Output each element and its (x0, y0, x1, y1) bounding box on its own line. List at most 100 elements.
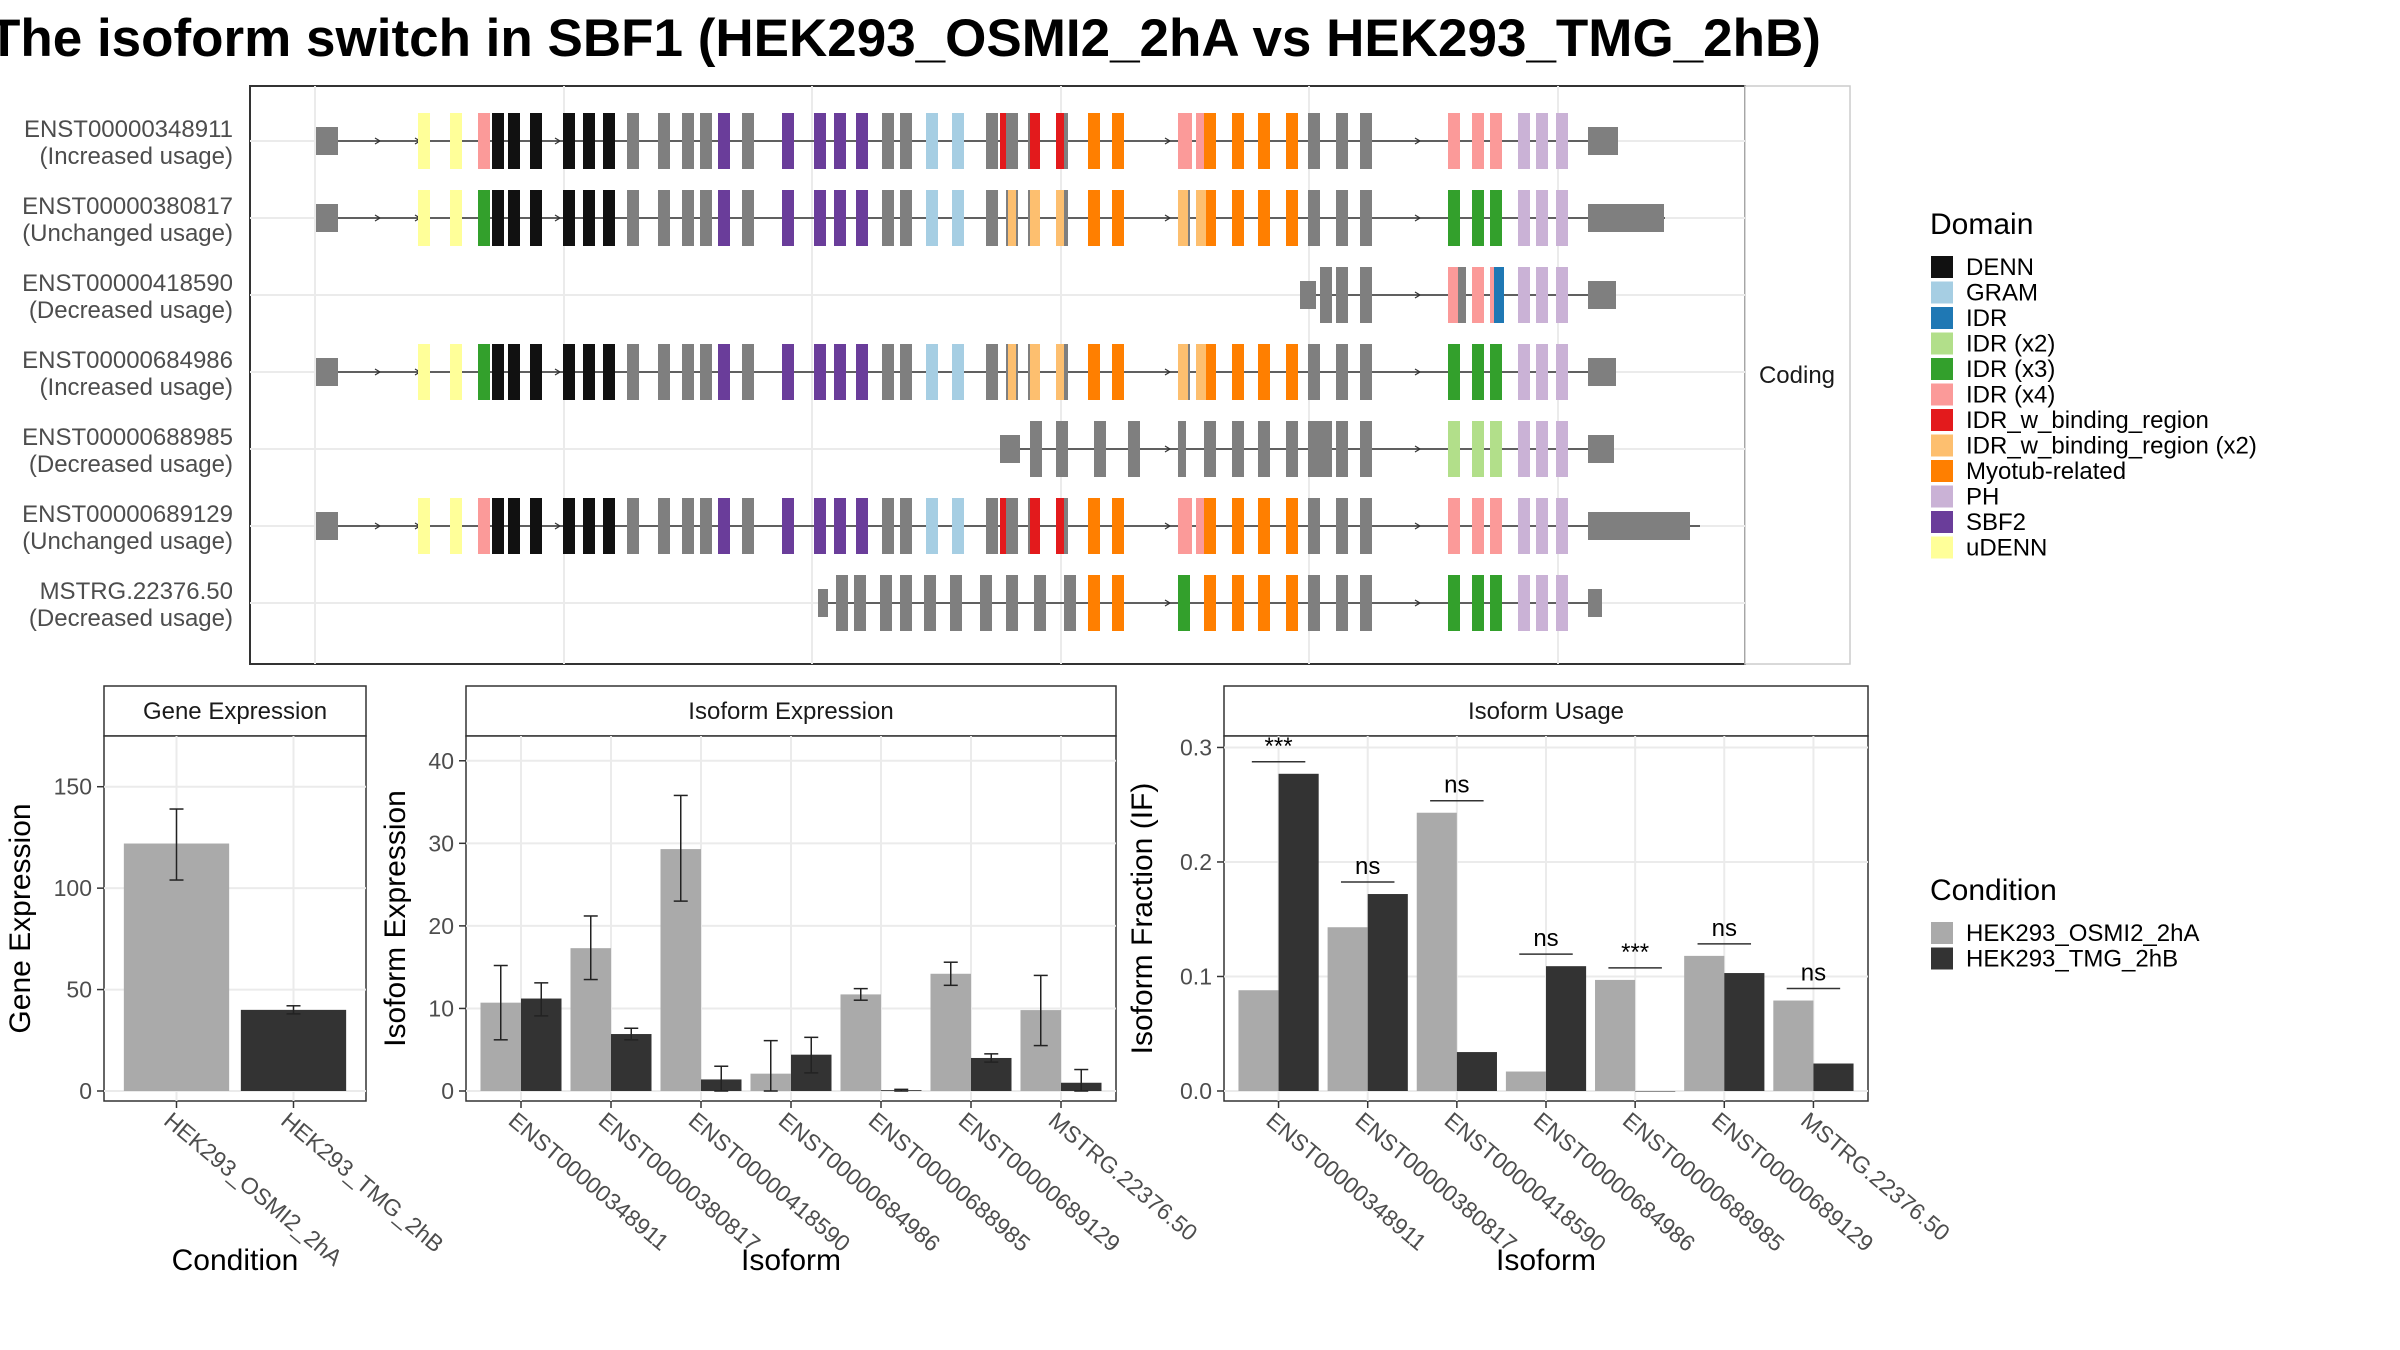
utr-box (1000, 435, 1020, 463)
significance-label: *** (1621, 939, 1649, 966)
exon-box (1490, 498, 1502, 554)
exon-box (1286, 575, 1298, 631)
exon-box (530, 113, 542, 169)
exon-box (1178, 190, 1188, 246)
exon-box (1490, 113, 1502, 169)
exon-box (900, 113, 912, 169)
direction-arrow (554, 137, 562, 145)
exon-box (1518, 344, 1530, 400)
utr-box (818, 589, 828, 617)
exon-box (1556, 498, 1568, 554)
exon-box (583, 190, 595, 246)
exon-box (1336, 113, 1348, 169)
exon-box (882, 498, 894, 554)
x-tick-label: ENST00000688985 (1618, 1107, 1790, 1257)
page-title: The isoform switch in SBF1 (HEK293_OSMI2… (0, 9, 1821, 68)
exon-box (980, 575, 992, 631)
exon-box (700, 190, 712, 246)
x-tick-label: MSTRG.22376.50 (1044, 1107, 1203, 1246)
significance-label: ns (1533, 925, 1558, 952)
exon-box (1518, 421, 1530, 477)
exon-box (1472, 190, 1484, 246)
legend-label: IDR_w_binding_region (1966, 407, 2209, 434)
exon-box (1030, 421, 1042, 477)
exon-box (1000, 498, 1006, 554)
utr-box (1588, 512, 1690, 540)
exon-box (1518, 190, 1530, 246)
transcript-id: ENST00000688985 (22, 424, 233, 451)
exon-box (1056, 421, 1068, 477)
exon-box (1128, 421, 1140, 477)
legend-swatch (1931, 358, 1953, 380)
exon-box (718, 344, 730, 400)
exon-box (1258, 113, 1270, 169)
exon-box (1204, 190, 1216, 246)
exon-box (1536, 190, 1548, 246)
exon-box (1232, 344, 1244, 400)
exon-box (1320, 267, 1332, 323)
x-tick-label: ENST00000348911 (504, 1107, 674, 1256)
y-tick-label: 30 (428, 830, 454, 856)
bar (1773, 1000, 1814, 1091)
exon-box (1308, 113, 1320, 169)
exon-box (627, 190, 639, 246)
exon-box (1088, 190, 1100, 246)
exon-box (1232, 421, 1244, 477)
exon-box (1286, 498, 1298, 554)
exon-box (1472, 344, 1484, 400)
exon-box (834, 344, 846, 400)
exon-box (1196, 498, 1204, 554)
exon-box (682, 190, 694, 246)
condition-swatch (1931, 922, 1953, 944)
direction-arrow (1414, 368, 1422, 376)
direction-arrow (374, 137, 382, 145)
exon-box (1518, 113, 1530, 169)
exon-box (583, 498, 595, 554)
exon-box (952, 190, 964, 246)
direction-arrow (1164, 599, 1172, 607)
exon-box (880, 575, 892, 631)
exon-box (1030, 113, 1040, 169)
exon-box (508, 113, 520, 169)
exon-box (718, 498, 730, 554)
exon-box (1196, 190, 1206, 246)
bar (1327, 927, 1368, 1091)
exon-box (926, 344, 938, 400)
exon-box (1360, 575, 1372, 631)
exon-box (1056, 344, 1064, 400)
exon-box (1490, 344, 1502, 400)
exon-box (1536, 267, 1548, 323)
exon-box (1518, 498, 1530, 554)
x-tick-label: ENST00000689129 (1707, 1107, 1879, 1257)
exon-box (1556, 575, 1568, 631)
significance-label: ns (1444, 772, 1469, 799)
direction-arrow (374, 522, 382, 530)
legend-swatch (1931, 460, 1953, 482)
exon-box (1178, 113, 1192, 169)
exon-box (1308, 575, 1320, 631)
exon-box (718, 113, 730, 169)
exon-box (1204, 344, 1216, 400)
direction-arrow (1164, 445, 1172, 453)
exon-box (1232, 113, 1244, 169)
exon-box (563, 498, 575, 554)
exon-box (814, 190, 826, 246)
exon-box (1536, 498, 1548, 554)
exon-box (700, 113, 712, 169)
exon-box (1308, 344, 1320, 400)
direction-arrow (1164, 522, 1172, 530)
bar (123, 843, 230, 1091)
y-tick-label: 0.1 (1180, 963, 1212, 989)
exon-box (1196, 344, 1206, 400)
panel-title: Isoform Expression (688, 698, 893, 725)
y-tick-label: 100 (54, 875, 92, 901)
exon-box (478, 344, 490, 400)
exon-box (508, 344, 520, 400)
exon-box (952, 344, 964, 400)
exon-box (1286, 344, 1298, 400)
transcript-usage: (Decreased usage) (29, 451, 233, 478)
exon-box (986, 498, 998, 554)
